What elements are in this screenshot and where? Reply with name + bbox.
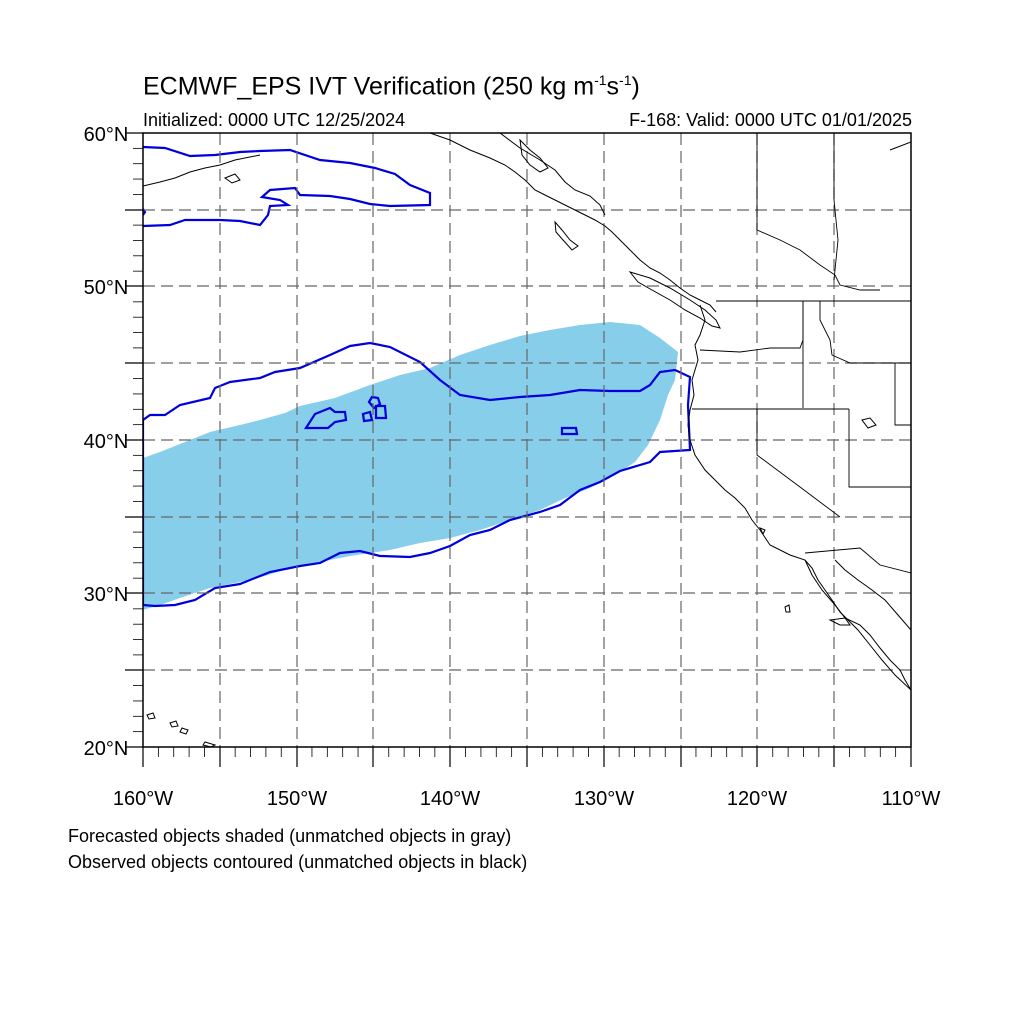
- lon-label-150w: 150°W: [267, 788, 327, 810]
- title-main: ECMWF_EPS IVT Verification (250 kg m: [143, 72, 595, 101]
- minor-ticks: [133, 147, 897, 757]
- initialized-time: Initialized: 0000 UTC 12/25/2024: [143, 110, 406, 130]
- observed-contour-small-1: [303, 406, 348, 430]
- valid-time: F-168: Valid: 0000 UTC 01/01/2025: [629, 110, 912, 130]
- title-end: ): [631, 72, 640, 101]
- lat-label-50: 50°N: [84, 277, 129, 299]
- lat-label-20: 20°N: [84, 738, 129, 760]
- map-title: ECMWF_EPS IVT Verification (250 kg m-1s-…: [143, 72, 640, 101]
- political-borders: [692, 133, 911, 574]
- observed-contour-main: [143, 341, 692, 608]
- lon-label-110w: 110°W: [882, 788, 941, 810]
- observed-contour-north: [143, 145, 432, 228]
- lat-label-60: 60°N: [84, 124, 129, 146]
- lon-label-130w: 130°W: [574, 788, 634, 810]
- lat-label-40: 40°N: [84, 431, 129, 453]
- observed-contour-small-5: [560, 426, 579, 436]
- tick-marks: [125, 132, 912, 767]
- forecast-object: [143, 322, 678, 610]
- legend-forecast-note: Forecasted objects shaded (unmatched obj…: [68, 826, 512, 846]
- observed-contour-small-4: [374, 404, 388, 420]
- coastlines: [143, 133, 911, 747]
- legend-observed-note: Observed objects contoured (unmatched ob…: [68, 852, 528, 872]
- lat-label-30: 30°N: [84, 584, 129, 606]
- title-exponent-1: -1: [594, 72, 607, 88]
- lon-label-120w: 120°W: [727, 788, 787, 810]
- title-mid: s: [606, 72, 620, 101]
- lon-label-160w: 160°W: [113, 788, 173, 810]
- observed-contour-small-3: [361, 410, 374, 423]
- graticule: [143, 133, 911, 747]
- lon-label-140w: 140°W: [420, 788, 480, 810]
- title-exponent-2: -1: [619, 72, 632, 88]
